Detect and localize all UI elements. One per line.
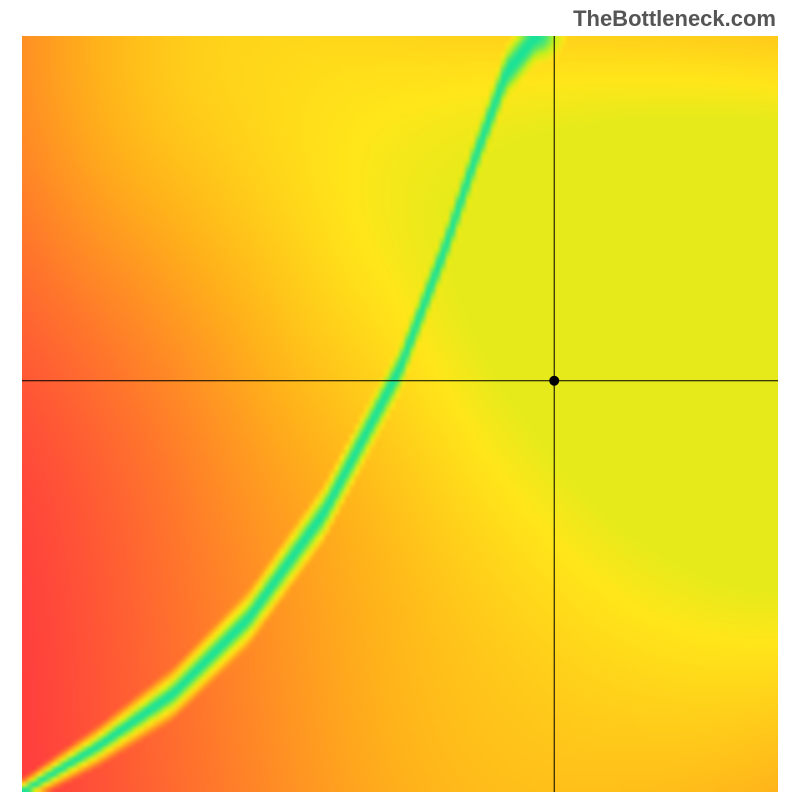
watermark-text: TheBottleneck.com (573, 6, 776, 32)
heatmap-plot (22, 36, 778, 792)
heatmap-canvas (22, 36, 778, 792)
